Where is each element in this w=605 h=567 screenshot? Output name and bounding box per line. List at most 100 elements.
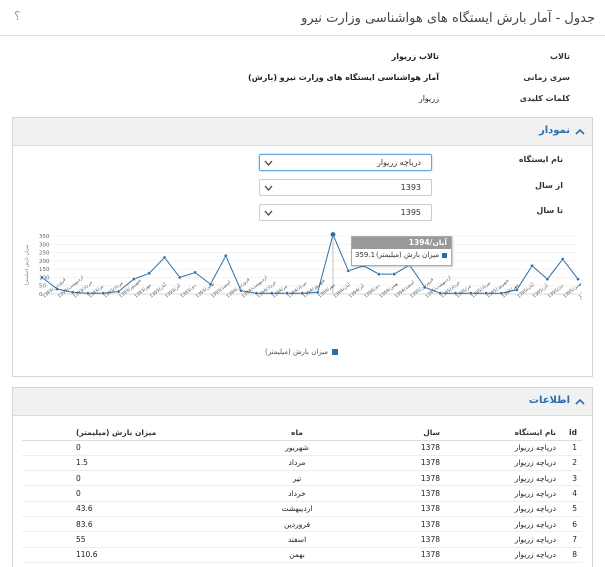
data-point [300, 291, 305, 295]
data-point [514, 288, 519, 292]
cell-month: مرداد [242, 455, 352, 472]
data-point [499, 291, 504, 295]
x-axis-label: ماه/سال [580, 295, 582, 301]
cell-id: 7 [560, 531, 582, 548]
tooltip-series-swatch [442, 253, 447, 258]
data-point [560, 257, 565, 262]
cell-id: 8 [560, 547, 582, 563]
y-axis-label: میزان بارش (میلیمتر) [24, 244, 30, 285]
cell-year: 1378 [352, 485, 448, 502]
chart-tooltip: آبان/1394 میزان بارش (میلیمتر) 359.1 [351, 236, 452, 266]
meta-value-wetland: تالاب زریوار [391, 52, 439, 61]
from-year-label: از سال [535, 181, 563, 190]
table-row[interactable]: 4 دریاچه زریوار 1378 خرداد 0 [22, 485, 582, 502]
chart-legend[interactable]: میزان بارش (میلیمتر) [265, 348, 339, 356]
y-tick-label: 0 [39, 292, 43, 298]
data-point [392, 272, 397, 276]
from-year-select-value: 1393 [400, 183, 421, 192]
to-year-label: تا سال [536, 206, 563, 215]
chevron-down-icon [264, 160, 273, 166]
col-header-month[interactable]: ماه [242, 425, 352, 441]
cell-month: بهمن [242, 547, 352, 563]
cell-id: 2 [560, 455, 582, 472]
cell-year: 1378 [352, 531, 448, 548]
cell-year: 1378 [352, 547, 448, 563]
data-point [530, 264, 534, 268]
data-point [40, 275, 44, 280]
col-header-rainfall[interactable]: میزان بارش (میلیمتر) [22, 425, 242, 441]
data-point [208, 282, 213, 286]
table-header-row: id نام ایستگاه سال ماه میزان بارش (میلیم… [22, 425, 582, 441]
data-point [132, 277, 136, 281]
to-year-select-value: 1395 [400, 208, 421, 217]
chevron-down-icon [264, 185, 273, 191]
cell-year: 1378 [352, 470, 448, 487]
cell-id: 5 [560, 501, 582, 517]
cell-rainfall: 0 [22, 440, 242, 456]
x-tick-label: اردیبهشت/1393 [57, 275, 85, 300]
from-year-select[interactable]: 1393 [259, 179, 432, 196]
data-point [116, 289, 121, 294]
cell-year: 1378 [352, 501, 448, 517]
help-icon[interactable]: ؟ [14, 9, 21, 23]
table-row[interactable]: 1 دریاچه زریوار 1378 شهریور 0 [22, 440, 582, 456]
cell-station: دریاچه زریوار [448, 455, 560, 472]
data-point [330, 231, 336, 238]
cell-id: 4 [560, 485, 582, 502]
cell-month: شهریور [242, 440, 352, 456]
cell-year: 1378 [352, 455, 448, 472]
meta-label-wetland: تالاب [549, 52, 570, 61]
table-row[interactable]: 3 دریاچه زریوار 1378 تیر 0 [22, 470, 582, 487]
chart-panel-header[interactable]: نمودار [13, 118, 592, 146]
chevron-up-icon[interactable] [575, 127, 585, 137]
table-row[interactable]: 8 دریاچه زریوار 1378 بهمن 110.6 [22, 547, 582, 563]
data-point [70, 290, 75, 295]
cell-rainfall: 1.5 [22, 455, 242, 472]
data-table: id نام ایستگاه سال ماه میزان بارش (میلیم… [22, 425, 582, 563]
data-point [468, 291, 473, 295]
data-point [239, 288, 243, 293]
meta-label-keywords: کلمات کلیدی [519, 94, 570, 103]
data-point [438, 291, 442, 295]
data-point [254, 291, 259, 295]
cell-rainfall: 0 [22, 485, 242, 502]
info-panel-header[interactable]: اطلاعات [13, 388, 592, 416]
col-header-year[interactable]: سال [352, 425, 448, 441]
x-tick-label: اردیبهشت/1395 [424, 275, 452, 300]
data-point [86, 291, 90, 295]
cell-station: دریاچه زریوار [448, 485, 560, 502]
info-panel-title: اطلاعات [528, 395, 570, 406]
legend-label: میزان بارش (میلیمتر) [265, 348, 329, 356]
chevron-down-icon [264, 210, 273, 216]
table-row[interactable]: 5 دریاچه زریوار 1378 اردیبهشت 43.6 [22, 501, 582, 517]
y-tick-label: 100 [39, 275, 50, 281]
cell-station: دریاچه زریوار [448, 531, 560, 548]
data-point [377, 272, 381, 276]
tooltip-series-name: میزان بارش (میلیمتر) [375, 251, 439, 259]
table-row[interactable]: 6 دریاچه زریوار 1378 فروردین 83.6 [22, 516, 582, 533]
tooltip-value: 359.1 [355, 251, 376, 259]
data-point [162, 255, 167, 260]
col-header-station[interactable]: نام ایستگاه [448, 425, 560, 441]
cell-month: فروردین [242, 516, 352, 533]
col-header-id[interactable]: id [560, 425, 582, 441]
cell-station: دریاچه زریوار [448, 440, 560, 456]
station-select[interactable]: دریاچه زریوار [259, 154, 432, 171]
x-tick-label: اردیبهشت/1394 [241, 275, 269, 300]
table-row[interactable]: 7 دریاچه زریوار 1378 اسفند 55 [22, 531, 582, 548]
meta-value-timeseries: آمار هواشناسی ایستگاه های وزارت نیرو (با… [248, 73, 439, 82]
data-point [346, 269, 351, 273]
data-point [101, 291, 106, 295]
cell-month: اردیبهشت [242, 501, 352, 517]
cell-station: دریاچه زریوار [448, 547, 560, 563]
to-year-select[interactable]: 1395 [259, 204, 432, 221]
y-tick-label: 50 [39, 284, 46, 290]
chart-panel-title: نمودار [538, 125, 570, 136]
table-row[interactable]: 2 دریاچه زریوار 1378 مرداد 1.5 [22, 455, 582, 472]
rainfall-line-chart: 0 50 100 150 200 250 300 350 میزان بارش (میلیمتر… [24, 231, 582, 301]
cell-month: تیر [242, 470, 352, 487]
y-tick-label: 250 [39, 251, 50, 257]
chevron-up-icon[interactable] [575, 397, 585, 407]
tooltip-row: میزان بارش (میلیمتر) 359.1 [352, 249, 451, 265]
